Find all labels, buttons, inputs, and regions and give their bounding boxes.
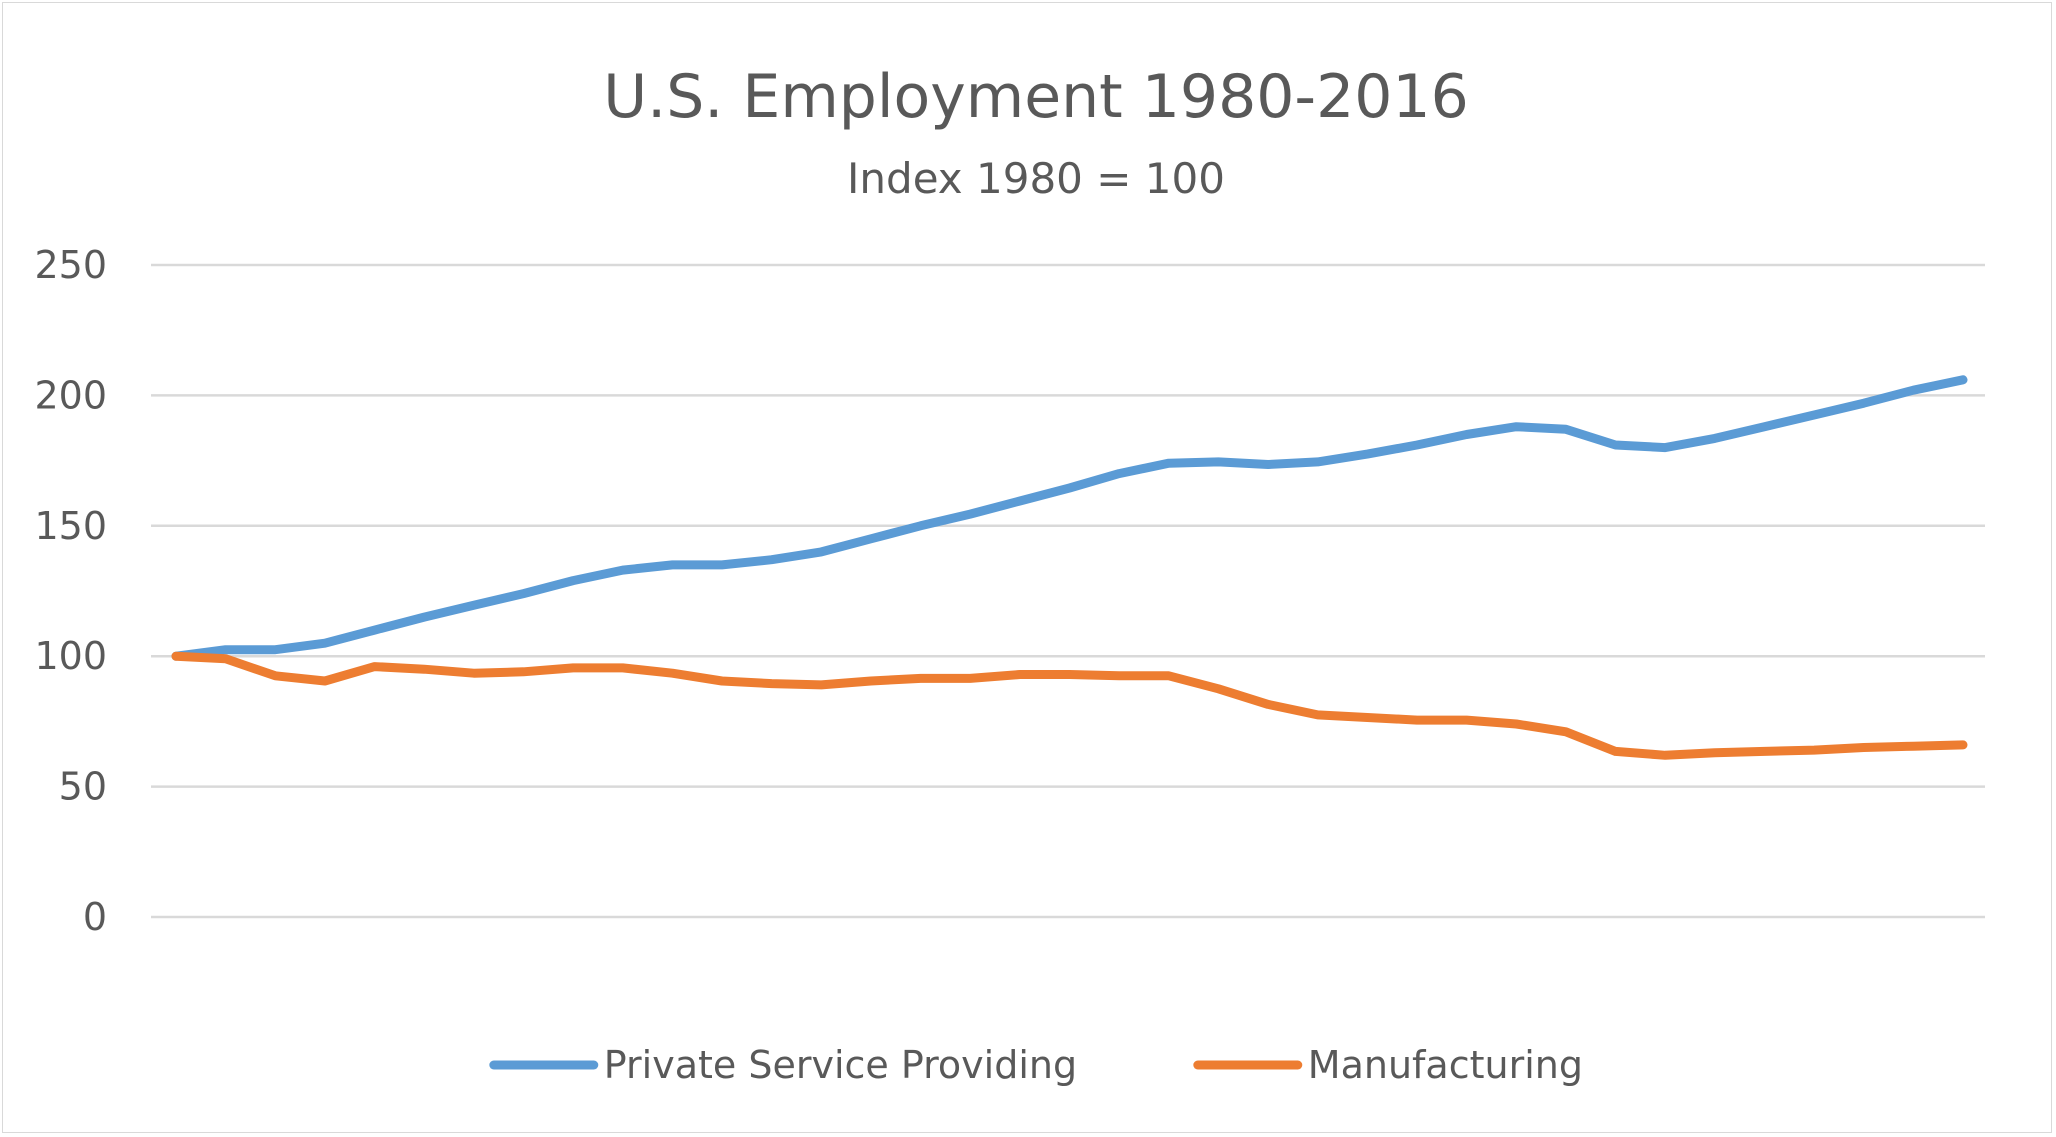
chart-title: U.S. Employment 1980-2016 [603,62,1469,132]
chart-subtitle: Index 1980 = 100 [847,154,1225,203]
legend-label: Manufacturing [1308,1043,1583,1087]
legend-item: Manufacturing [1193,1043,1583,1087]
y-tick-label: 0 [83,895,107,939]
legend-label: Private Service Providing [604,1043,1077,1087]
legend-item: Private Service Providing [489,1043,1077,1087]
y-axis-ticks: 0 50 100 150 200 250 [34,243,107,939]
series-lines [171,375,1968,760]
y-tick-label: 200 [34,373,107,417]
gridlines [151,263,1985,919]
y-tick-label: 150 [34,504,107,548]
y-tick-label: 100 [34,634,107,678]
series-line [171,375,1968,661]
y-tick-label: 50 [59,765,107,809]
y-tick-label: 250 [34,243,107,287]
line-chart: U.S. Employment 1980-2016 Index 1980 = 1… [34,62,1985,1087]
series-line [171,651,1968,760]
legend: Private Service Providing Manufacturing [489,1043,1583,1087]
